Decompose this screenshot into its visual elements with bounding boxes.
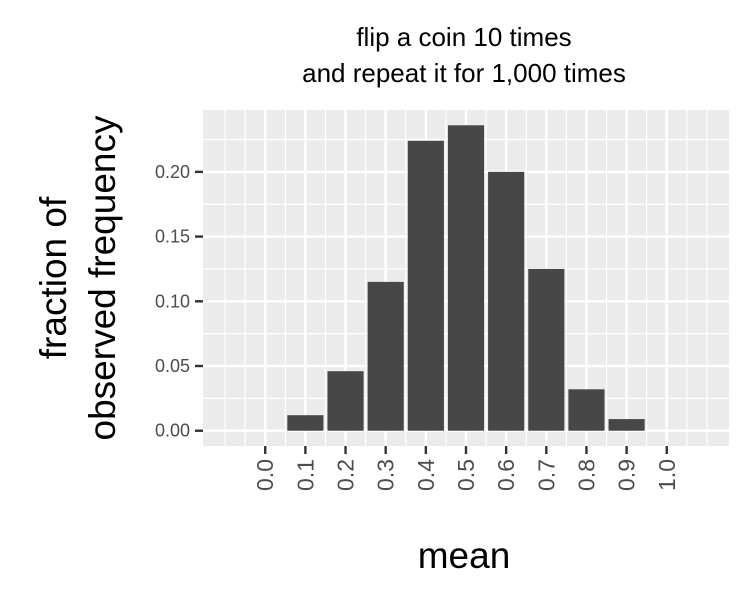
bar [488, 171, 525, 431]
x-tick-label: 0.1 [292, 459, 318, 491]
y-tick-label: 0.15 [155, 227, 190, 247]
y-tick-label: 0.00 [155, 421, 190, 441]
x-axis-title: mean [418, 535, 511, 576]
bar [447, 125, 485, 431]
x-tick-label: 0.9 [614, 459, 640, 491]
x-tick-label: 0.8 [573, 459, 599, 491]
x-tick-label: 0.3 [373, 459, 399, 491]
y-tick-label: 0.05 [155, 356, 190, 376]
x-tick-label: 0.2 [333, 459, 359, 491]
bar [528, 268, 565, 431]
bar [568, 389, 605, 431]
bar [287, 415, 324, 431]
y-tick-label: 0.10 [155, 291, 190, 311]
y-axis-title-line-1: fraction of [33, 196, 74, 359]
bar [407, 140, 444, 431]
y-tick-label: 0.20 [155, 162, 190, 182]
chart-title-line-1: flip a coin 10 times [356, 22, 571, 52]
y-axis: 0.00 0.05 0.10 0.15 0.20 [155, 162, 203, 441]
bar [327, 371, 364, 431]
x-tick-label: 1.0 [654, 459, 680, 491]
x-tick-label: 0.7 [533, 459, 559, 491]
x-tick-label: 0.0 [252, 459, 278, 491]
x-axis: 0.0 0.1 0.2 0.3 0.4 0.5 0.6 0.7 0.8 0.9 1.0 [252, 446, 680, 491]
bar [367, 281, 404, 431]
bar [608, 419, 645, 431]
x-tick-label: 0.6 [493, 459, 519, 491]
y-axis-title: fraction of observed frequency [33, 115, 123, 440]
y-axis-title-line-2: observed frequency [82, 115, 123, 440]
bars [287, 125, 645, 431]
chart-title: flip a coin 10 times and repeat it for 1… [302, 22, 626, 88]
x-tick-label: 0.4 [413, 459, 439, 491]
x-tick-label: 0.5 [453, 459, 479, 491]
chart-title-line-2: and repeat it for 1,000 times [302, 58, 626, 88]
